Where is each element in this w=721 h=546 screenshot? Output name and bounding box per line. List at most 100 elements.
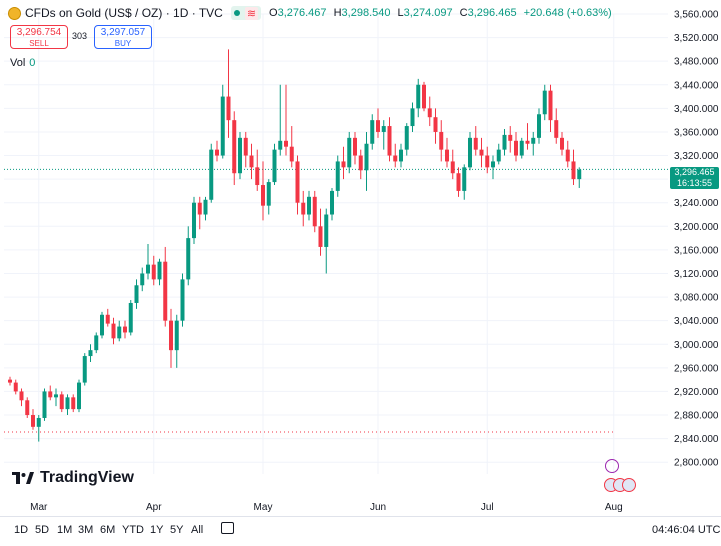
candle[interactable]	[358, 155, 363, 171]
range-all[interactable]: All	[191, 524, 204, 536]
candle[interactable]	[31, 415, 35, 427]
us-flag-event-icon[interactable]	[622, 478, 636, 492]
candle[interactable]	[370, 120, 375, 144]
candle[interactable]	[284, 140, 288, 147]
candle[interactable]	[146, 264, 150, 274]
candle[interactable]	[134, 285, 139, 303]
candle[interactable]	[312, 196, 317, 227]
candle[interactable]	[255, 167, 260, 186]
candle[interactable]	[186, 238, 191, 280]
range-3m[interactable]: 3M	[78, 524, 94, 536]
candle[interactable]	[508, 134, 513, 141]
candle[interactable]	[105, 314, 110, 324]
sell-button[interactable]: 3,296.754 SELL	[10, 25, 68, 49]
candle[interactable]	[289, 146, 294, 162]
candle[interactable]	[243, 137, 248, 156]
candle[interactable]	[266, 182, 271, 206]
candle[interactable]	[347, 137, 352, 168]
candle[interactable]	[537, 114, 541, 138]
range-6m[interactable]: 6M	[100, 524, 116, 536]
candle[interactable]	[48, 391, 53, 398]
candle[interactable]	[577, 169, 582, 180]
candle[interactable]	[324, 214, 329, 247]
candle[interactable]	[151, 264, 156, 280]
candle[interactable]	[123, 326, 127, 333]
candle[interactable]	[157, 261, 162, 280]
candle[interactable]	[542, 90, 547, 115]
candle[interactable]	[174, 320, 179, 351]
candle[interactable]	[404, 126, 409, 150]
range-1d[interactable]: 1D	[14, 524, 29, 536]
candle[interactable]	[364, 143, 369, 171]
candle[interactable]	[393, 155, 398, 162]
candle[interactable]	[450, 161, 455, 174]
candle[interactable]	[220, 96, 225, 156]
symbol-title[interactable]: CFDs on Gold (US$ / OZ) · 1D · TVC	[25, 6, 223, 20]
range-ytd[interactable]: YTD	[122, 524, 144, 536]
candle[interactable]	[479, 149, 484, 156]
candle[interactable]	[353, 137, 357, 156]
candle[interactable]	[335, 161, 340, 191]
candle[interactable]	[215, 149, 219, 156]
candle[interactable]	[531, 137, 536, 144]
candle[interactable]	[163, 261, 168, 321]
candle[interactable]	[278, 140, 283, 150]
candle[interactable]	[468, 137, 472, 168]
candle[interactable]	[249, 155, 254, 168]
candle[interactable]	[341, 161, 346, 168]
candle[interactable]	[462, 167, 467, 191]
lightning-event-icon[interactable]	[605, 459, 619, 473]
candle[interactable]	[19, 391, 24, 401]
candle[interactable]	[65, 397, 70, 410]
candle[interactable]	[427, 108, 432, 118]
candle[interactable]	[42, 391, 47, 418]
candle[interactable]	[197, 202, 202, 215]
candle[interactable]	[140, 273, 145, 286]
candle[interactable]	[59, 394, 64, 410]
candle[interactable]	[502, 134, 507, 150]
range-5y[interactable]: 5Y	[170, 524, 184, 536]
candle[interactable]	[416, 84, 421, 109]
candle[interactable]	[71, 397, 76, 410]
candle[interactable]	[209, 149, 214, 200]
candle[interactable]	[410, 108, 415, 127]
candle[interactable]	[82, 356, 87, 383]
candle[interactable]	[433, 117, 438, 132]
candle[interactable]	[514, 140, 518, 156]
candle[interactable]	[226, 96, 231, 121]
volume-legend[interactable]: Vol 0	[10, 57, 35, 69]
candle[interactable]	[548, 90, 553, 121]
candle[interactable]	[203, 199, 208, 215]
candle[interactable]	[307, 196, 311, 215]
candle[interactable]	[491, 161, 495, 168]
candle[interactable]	[295, 161, 300, 203]
candle[interactable]	[238, 137, 242, 174]
candle[interactable]	[318, 226, 323, 247]
candle[interactable]	[554, 120, 559, 138]
candle[interactable]	[565, 149, 570, 162]
candle[interactable]	[496, 149, 501, 162]
candle[interactable]	[422, 84, 426, 109]
candle[interactable]	[111, 323, 116, 339]
candle[interactable]	[100, 314, 104, 336]
candle[interactable]	[399, 149, 403, 162]
candle[interactable]	[117, 326, 122, 339]
candle[interactable]	[25, 400, 30, 416]
buy-button[interactable]: 3,297.057 BUY	[94, 25, 152, 49]
candle[interactable]	[128, 302, 133, 333]
candle[interactable]	[519, 140, 524, 156]
candle[interactable]	[13, 382, 18, 392]
candle[interactable]	[261, 185, 265, 206]
candle[interactable]	[169, 320, 173, 351]
candle[interactable]	[192, 202, 196, 239]
candle[interactable]	[8, 379, 12, 383]
range-5d[interactable]: 5D	[35, 524, 50, 536]
candle[interactable]	[77, 382, 81, 410]
candle[interactable]	[456, 173, 461, 191]
candle[interactable]	[445, 149, 449, 162]
candle[interactable]	[439, 131, 444, 150]
candle[interactable]	[36, 417, 41, 427]
market-status[interactable]: ≋	[230, 6, 262, 20]
candle[interactable]	[485, 155, 490, 168]
